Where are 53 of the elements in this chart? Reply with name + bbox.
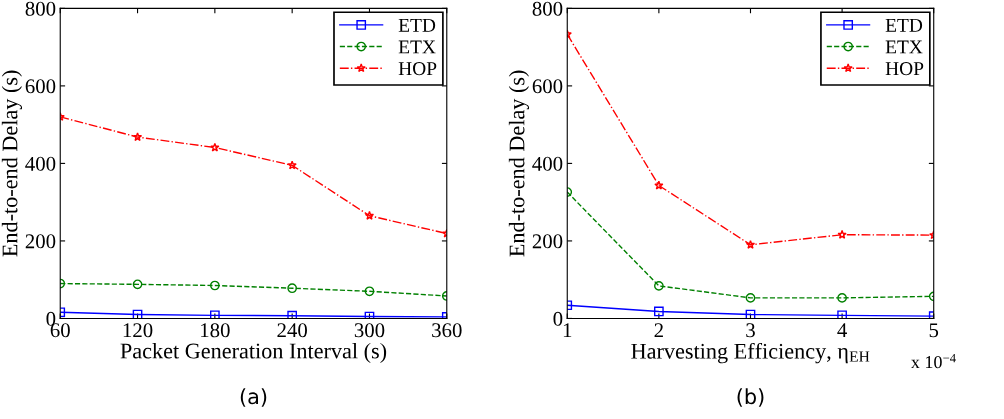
point (209, 310, 220, 319)
legend-label: ETD (398, 18, 436, 32)
text: x 10$^{−4}$ (911, 353, 956, 369)
legend-label: ETD (885, 18, 923, 32)
x-tick-label: 1 (563, 323, 572, 338)
point (745, 293, 756, 303)
point (132, 279, 143, 290)
x-tick-label: 360 (432, 323, 462, 338)
x-axis-title: Packet Generation Interval (s) (120, 342, 387, 364)
point (654, 281, 664, 291)
y-tick-label: 800 (25, 1, 56, 16)
x-tick-label: 3 (746, 323, 755, 338)
point (837, 229, 847, 239)
x-tick-label: 180 (201, 323, 230, 338)
point (745, 309, 756, 319)
legend-label: ETX (885, 40, 923, 54)
point (287, 283, 298, 294)
y-tick-label: 200 (532, 234, 563, 249)
point (209, 280, 220, 291)
legend-label: ETX (398, 40, 436, 54)
point (364, 210, 375, 220)
x-tick-label: 2 (654, 323, 663, 338)
y-tick-label: 800 (532, 1, 563, 16)
point (210, 142, 220, 152)
x-tick-label: 5 (929, 323, 939, 338)
x-tick-label: 300 (354, 323, 385, 338)
y-tick-label: 400 (532, 156, 563, 171)
point (287, 160, 297, 170)
text: (a) (240, 388, 267, 407)
point (132, 309, 143, 319)
y-tick-label: 600 (25, 79, 56, 94)
point (364, 311, 375, 319)
point (364, 286, 375, 297)
text: (b) (737, 388, 764, 407)
x-tick-label: 120 (123, 323, 153, 338)
x-tick-label: 240 (277, 323, 307, 338)
y-tick-label: 400 (25, 156, 56, 171)
point (287, 310, 298, 319)
point (654, 306, 664, 317)
point (837, 293, 847, 303)
legend-label: HOP (885, 62, 924, 76)
point (654, 180, 664, 190)
point (745, 239, 756, 249)
x-tick-label: 4 (837, 323, 847, 338)
y-axis-title: End-to-end Delay (s) (1, 70, 23, 257)
x-axis-title: Harvesting Efficiency, η$_{EH}$ (631, 342, 870, 364)
legend-label: HOP (398, 62, 437, 76)
y-axis-title: End-to-end Delay (s) (508, 70, 530, 257)
y-tick-label: 0 (553, 311, 563, 326)
point (837, 310, 847, 319)
y-tick-label: 200 (25, 234, 56, 249)
y-tick-label: 600 (532, 79, 563, 94)
point (132, 132, 143, 142)
